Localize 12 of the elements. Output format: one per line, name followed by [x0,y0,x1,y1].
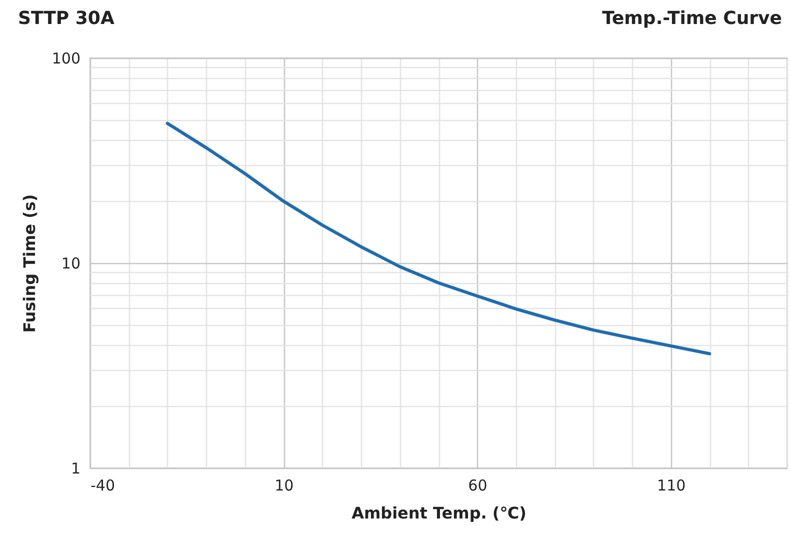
y-axis-title: Fusing Time (s) [20,194,39,333]
y-tick-label: 1 [70,460,80,478]
x-tick-label: 60 [468,476,488,494]
x-tick-label: 110 [657,476,686,494]
x-axis-title: Ambient Temp. (℃) [352,504,526,522]
x-tick-label: 10 [274,476,294,494]
x-tick-label: -40 [90,476,115,494]
y-tick-label: 10 [61,254,80,272]
y-tick-label: 100 [52,50,80,68]
line-series [166,122,712,356]
chart-title: STTP 30A [18,8,114,29]
chart-subtitle: Temp.-Time Curve [602,8,782,29]
